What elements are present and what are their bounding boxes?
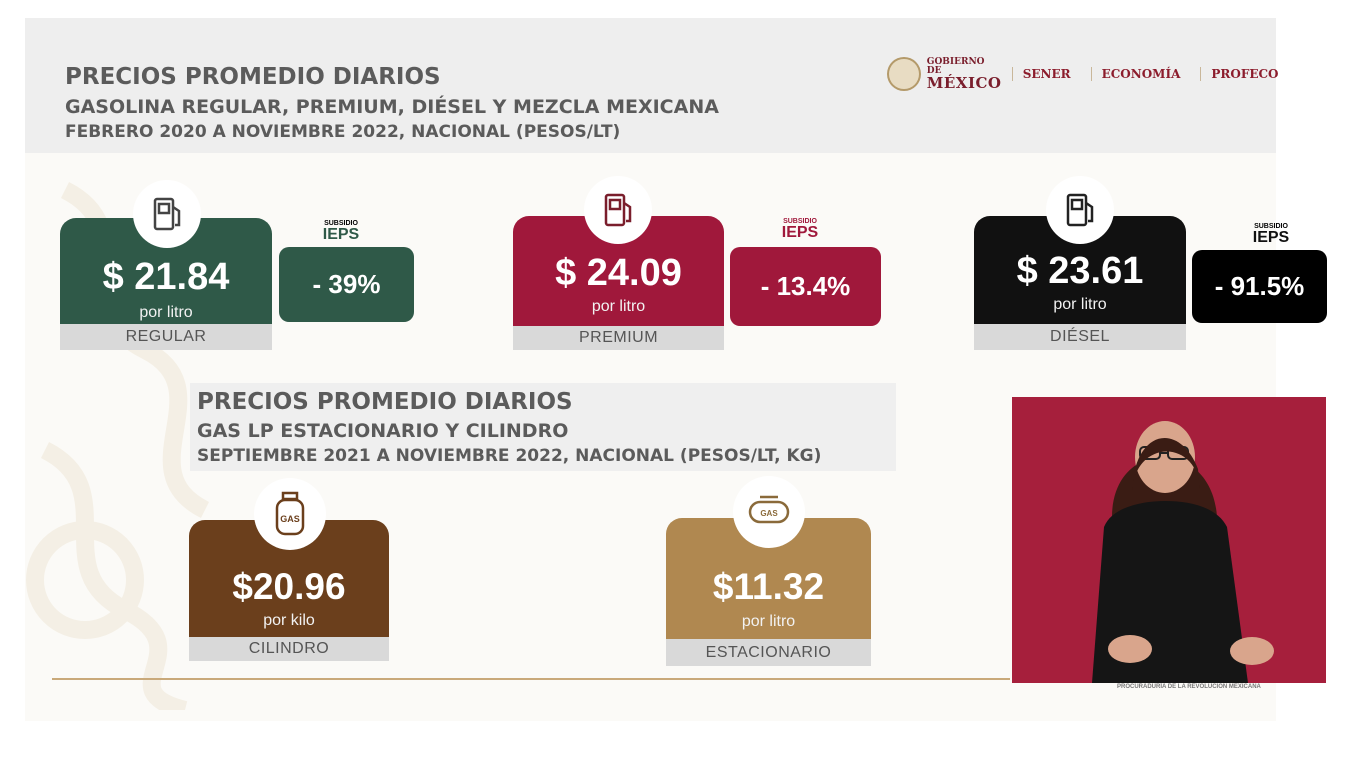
price-value: $ 24.09 — [555, 252, 682, 294]
fuel-pump-icon — [133, 180, 201, 248]
footer-divider — [52, 678, 1010, 680]
fuel-label: REGULAR — [60, 324, 272, 350]
page-period: FEBRERO 2020 A NOVIEMBRE 2022, NACIONAL … — [65, 122, 621, 142]
lp-subtitle: GAS LP ESTACIONARIO Y CILINDRO — [197, 420, 569, 442]
svg-text:GAS: GAS — [760, 509, 778, 518]
price-value: $11.32 — [712, 566, 825, 607]
page-title: PRECIOS PROMEDIO DIARIOS — [65, 64, 441, 90]
subsidy-badge: - 39% — [279, 247, 414, 322]
subsidy-badge: - 91.5% — [1192, 250, 1327, 323]
subsidy-header: SUBSIDIO IEPS — [1252, 223, 1290, 246]
price-unit: por litro — [1053, 296, 1107, 313]
government-logos: GOBIERNO DE MÉXICO SENER ECONOMÍA PROFEC… — [887, 56, 1289, 92]
sign-language-interpreter-video — [1012, 397, 1326, 683]
svg-text:GAS: GAS — [280, 514, 300, 524]
interpreter-figure — [1092, 421, 1274, 683]
fuel-label: PREMIUM — [513, 326, 724, 350]
price-unit: por litro — [139, 304, 193, 321]
profeco-logo: PROFECO — [1200, 67, 1288, 81]
fuel-label: DIÉSEL — [974, 324, 1186, 350]
price-value: $20.96 — [232, 566, 346, 607]
price-value: $ 21.84 — [102, 256, 230, 298]
fuel-card-diesel: $ 23.61 por litro DIÉSEL — [974, 216, 1186, 350]
footer-caption: PROCURADURÍA DE LA REVOLUCIÓN MEXICANA — [1117, 684, 1261, 690]
lp-header-panel: PRECIOS PROMEDIO DIARIOS GAS LP ESTACION… — [190, 383, 896, 471]
fuel-pump-icon — [584, 176, 652, 244]
price-unit: por kilo — [263, 612, 315, 629]
gas-card-estacionario: $11.32 por litro ESTACIONARIO — [666, 518, 871, 666]
seal-icon — [887, 57, 921, 91]
price-value: $ 23.61 — [1016, 250, 1144, 292]
price-unit: por litro — [591, 298, 646, 315]
subsidy-header: SUBSIDIO IEPS — [322, 220, 360, 243]
fuel-card-premium: $ 24.09 por litro PREMIUM — [513, 216, 724, 350]
gas-cylinder-icon: GAS — [254, 478, 326, 550]
gas-tank-icon: GAS — [733, 476, 805, 548]
gobierno-mexico-logo: GOBIERNO DE MÉXICO — [926, 56, 1002, 92]
gas-label: CILINDRO — [189, 637, 389, 661]
lp-title: PRECIOS PROMEDIO DIARIOS — [197, 389, 573, 415]
fuel-pump-icon — [1046, 176, 1114, 244]
lp-period: SEPTIEMBRE 2021 A NOVIEMBRE 2022, NACION… — [197, 446, 822, 466]
gas-label: ESTACIONARIO — [666, 639, 871, 666]
subsidy-header: SUBSIDIO IEPS — [781, 218, 819, 241]
page-subtitle: GASOLINA REGULAR, PREMIUM, DIÉSEL Y MEZC… — [65, 96, 719, 118]
subsidy-badge: - 13.4% — [730, 247, 881, 326]
gas-card-cilindro: $20.96 por kilo CILINDRO — [189, 520, 389, 661]
header-panel: PRECIOS PROMEDIO DIARIOS GASOLINA REGULA… — [25, 18, 1279, 153]
price-unit: por litro — [741, 613, 796, 630]
sener-logo: SENER — [1011, 67, 1081, 81]
economia-logo: ECONOMÍA — [1090, 67, 1191, 81]
